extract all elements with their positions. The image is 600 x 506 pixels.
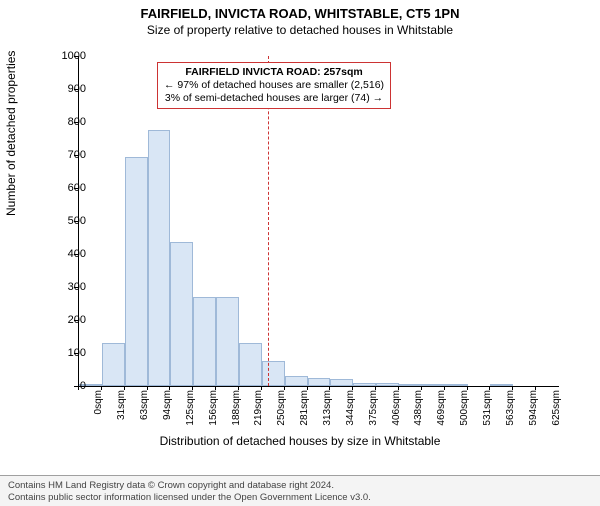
x-tick-mark <box>489 386 490 390</box>
x-tick-label: 313sqm <box>322 390 333 426</box>
x-tick-mark <box>215 386 216 390</box>
x-tick-mark <box>78 386 79 390</box>
callout-line-3: 3% of semi-detached houses are larger (7… <box>164 92 384 105</box>
histogram-bar <box>170 242 193 386</box>
x-tick-label: 469sqm <box>436 390 447 426</box>
y-tick-mark <box>74 287 78 288</box>
x-tick-label: 31sqm <box>116 390 127 420</box>
x-tick-label: 625sqm <box>551 390 562 426</box>
x-tick-mark <box>375 386 376 390</box>
chart-subtitle: Size of property relative to detached ho… <box>0 23 600 37</box>
y-tick-mark <box>74 155 78 156</box>
x-tick-mark <box>512 386 513 390</box>
y-axis-label: Number of detached properties <box>4 51 18 216</box>
highlight-callout: FAIRFIELD INVICTA ROAD: 257sqm← 97% of d… <box>157 62 391 109</box>
y-tick-mark <box>74 188 78 189</box>
y-tick-mark <box>74 56 78 57</box>
x-tick-mark <box>192 386 193 390</box>
x-tick-mark <box>307 386 308 390</box>
plot-region: FAIRFIELD INVICTA ROAD: 257sqm← 97% of d… <box>78 56 559 387</box>
y-tick-mark <box>74 221 78 222</box>
y-tick-label: 100 <box>56 347 86 359</box>
y-tick-mark <box>74 254 78 255</box>
x-tick-mark <box>398 386 399 390</box>
x-tick-mark <box>261 386 262 390</box>
histogram-bar <box>399 384 422 386</box>
y-tick-label: 600 <box>56 182 86 194</box>
y-tick-mark <box>74 89 78 90</box>
histogram-bar <box>285 376 308 386</box>
footer-line-1: Contains HM Land Registry data © Crown c… <box>8 480 592 491</box>
footer-line-2: Contains public sector information licen… <box>8 492 592 503</box>
x-tick-label: 0sqm <box>93 390 104 414</box>
histogram-bar <box>330 379 353 386</box>
histogram-bar <box>216 297 239 386</box>
x-tick-mark <box>329 386 330 390</box>
x-tick-mark <box>284 386 285 390</box>
x-tick-label: 406sqm <box>391 390 402 426</box>
histogram-bar <box>262 361 285 386</box>
x-tick-label: 188sqm <box>231 390 242 426</box>
x-tick-mark <box>352 386 353 390</box>
x-tick-mark <box>467 386 468 390</box>
histogram-bar <box>102 343 125 386</box>
x-tick-label: 250sqm <box>276 390 287 426</box>
x-tick-label: 594sqm <box>528 390 539 426</box>
x-tick-label: 219sqm <box>253 390 264 426</box>
histogram-bar <box>239 343 262 386</box>
y-tick-label: 500 <box>56 215 86 227</box>
y-tick-mark <box>74 122 78 123</box>
x-tick-label: 281sqm <box>299 390 310 426</box>
x-tick-label: 500sqm <box>459 390 470 426</box>
y-tick-label: 200 <box>56 314 86 326</box>
x-tick-label: 438sqm <box>413 390 424 426</box>
x-tick-mark <box>535 386 536 390</box>
x-axis-label: Distribution of detached houses by size … <box>0 434 600 448</box>
x-tick-mark <box>169 386 170 390</box>
x-tick-mark <box>421 386 422 390</box>
y-tick-mark <box>74 320 78 321</box>
y-tick-label: 0 <box>56 380 86 392</box>
histogram-bar <box>376 383 399 386</box>
histogram-bar <box>125 157 148 386</box>
callout-line-2: ← 97% of detached houses are smaller (2,… <box>164 79 384 92</box>
histogram-bar <box>148 130 171 386</box>
histogram-bar <box>422 384 445 386</box>
x-tick-label: 125sqm <box>185 390 196 426</box>
x-tick-label: 344sqm <box>345 390 356 426</box>
y-tick-label: 300 <box>56 281 86 293</box>
y-tick-label: 900 <box>56 83 86 95</box>
x-tick-mark <box>238 386 239 390</box>
x-tick-mark <box>444 386 445 390</box>
histogram-bar <box>193 297 216 386</box>
y-tick-label: 1000 <box>56 50 86 62</box>
histogram-bar <box>353 383 376 386</box>
x-tick-mark <box>124 386 125 390</box>
x-tick-label: 63sqm <box>139 390 150 420</box>
histogram-bar <box>490 384 513 386</box>
y-tick-label: 700 <box>56 149 86 161</box>
histogram-bar <box>308 378 331 386</box>
x-tick-mark <box>147 386 148 390</box>
histogram-bar <box>445 384 468 386</box>
x-tick-mark <box>101 386 102 390</box>
x-tick-label: 531sqm <box>482 390 493 426</box>
y-tick-label: 400 <box>56 248 86 260</box>
chart-title: FAIRFIELD, INVICTA ROAD, WHITSTABLE, CT5… <box>0 6 600 21</box>
y-tick-label: 800 <box>56 116 86 128</box>
x-tick-label: 375sqm <box>368 390 379 426</box>
x-tick-label: 563sqm <box>505 390 516 426</box>
x-tick-label: 94sqm <box>162 390 173 420</box>
attribution-footer: Contains HM Land Registry data © Crown c… <box>0 475 600 506</box>
chart-area: FAIRFIELD INVICTA ROAD: 257sqm← 97% of d… <box>48 52 572 422</box>
callout-line-1: FAIRFIELD INVICTA ROAD: 257sqm <box>164 66 384 79</box>
x-tick-label: 156sqm <box>208 390 219 426</box>
y-tick-mark <box>74 353 78 354</box>
